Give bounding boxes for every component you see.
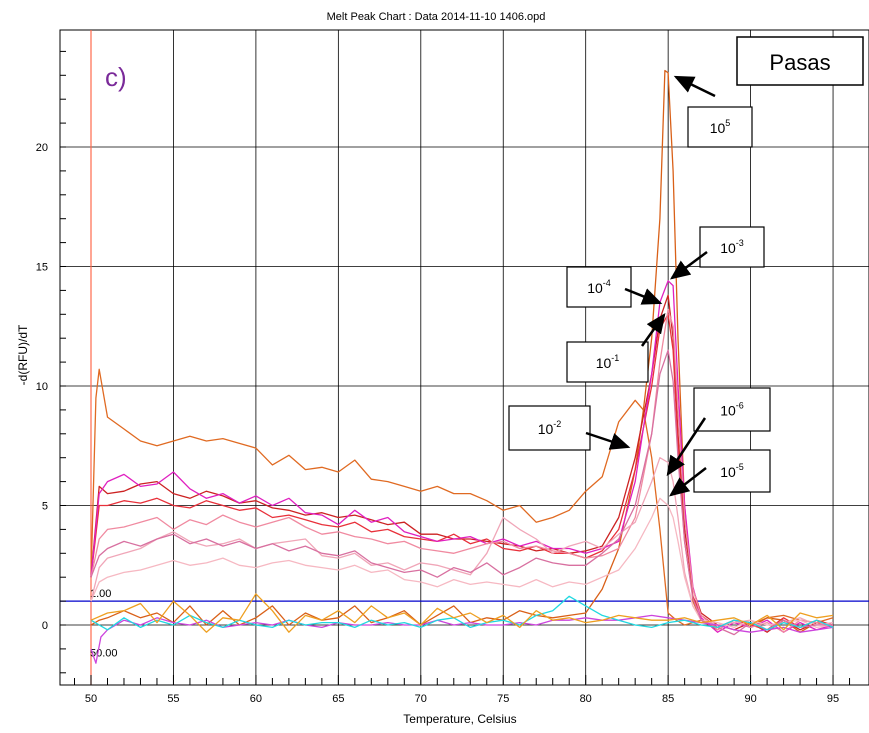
annotation-10^-4: 10-4 [566, 266, 663, 308]
annotation-label: 10-4 [587, 278, 611, 296]
panel-label: c) [105, 62, 127, 92]
y-tick-label: 20 [36, 142, 48, 154]
x-tick-label: 60 [250, 693, 262, 705]
annotation-arrow [666, 417, 707, 477]
annotation-10^-6: 10-6 [666, 387, 771, 477]
annotation-10^-3: 10-3 [669, 226, 765, 280]
x-tick-label: 80 [580, 693, 592, 705]
series-line-10 [90, 614, 834, 664]
annotation-arrow [669, 250, 708, 280]
annotation-label: 10-2 [538, 419, 562, 437]
series-line-9 [90, 349, 833, 636]
x-tick-label: 95 [827, 693, 839, 705]
x-tick-label: 85 [662, 693, 674, 705]
annotation-label: 10-6 [720, 401, 744, 419]
x-tick-label: 75 [497, 693, 509, 705]
annotations: 105 10-3 10-4 10-1 10-2 10-6 10-5 [508, 75, 771, 497]
annotation-10^5: 105 [673, 75, 753, 148]
annotation-box [566, 341, 649, 383]
annotation-box [699, 226, 765, 268]
annotation-label: 10-3 [720, 238, 744, 256]
sample-label: Pasas [769, 50, 830, 75]
annotation-arrow [640, 312, 666, 347]
series-line-12 [90, 593, 834, 633]
y-tick-label: 10 [36, 381, 48, 393]
annotation-label: 10-1 [596, 353, 620, 371]
annotation-10^-5: 10-5 [669, 449, 771, 497]
annotation-box [693, 449, 771, 493]
annotation-label: 10-5 [720, 462, 744, 480]
annotation-box [508, 405, 591, 451]
annotation-box [566, 266, 632, 308]
x-tick-label: 65 [332, 693, 344, 705]
chart-title: Melt Peak Chart : Data 2014-11-10 1406.o… [327, 11, 546, 23]
annotation-label: 105 [710, 118, 731, 136]
series-group [90, 69, 834, 664]
x-tick-label: 55 [167, 693, 179, 705]
series-line-8 [90, 497, 834, 629]
grid [60, 30, 869, 685]
y-tick-label: 0 [42, 620, 48, 632]
annotation-10^-2: 10-2 [508, 405, 631, 451]
annotation-box [693, 387, 771, 432]
y-tick-label: 5 [42, 501, 48, 513]
x-tick-label: 90 [744, 693, 756, 705]
y-axis-label: -d(RFU)/dT [16, 324, 30, 385]
x-axis-label: Temperature, Celsius [403, 712, 516, 726]
annotation-box [687, 106, 753, 148]
x-tick-label: 50 [85, 693, 97, 705]
sample-label-box [736, 36, 864, 86]
annotation-arrow [669, 467, 707, 497]
annotation-arrow [585, 431, 631, 450]
annotation-arrow [624, 287, 663, 305]
series-line-6 [90, 308, 834, 633]
y-tick-label: 15 [36, 262, 48, 274]
annotation-arrow [673, 75, 716, 98]
x-tick-label: 70 [415, 693, 427, 705]
axes: 50 55 60 65 70 75 80 85 90 95 0 5 10 15 20 [36, 50, 851, 705]
annotation-10^-1: 10-1 [566, 312, 666, 383]
